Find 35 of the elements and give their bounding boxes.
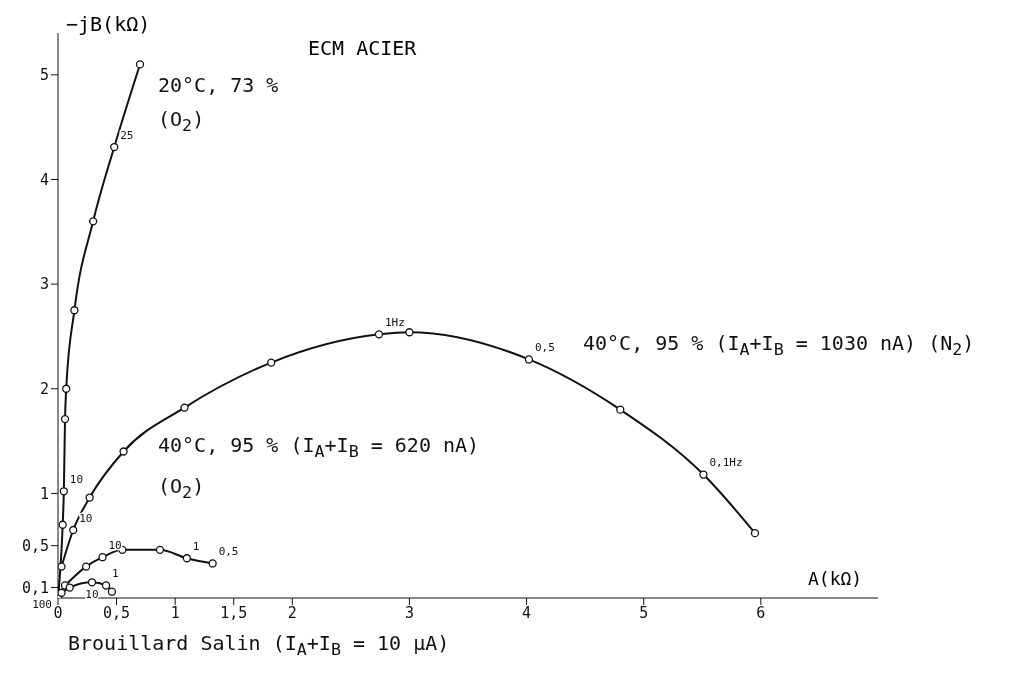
annotation: 10	[108, 539, 122, 553]
annotation: 10	[85, 588, 99, 602]
annotation: 10	[79, 511, 93, 525]
y-tick-label: 3	[39, 275, 49, 294]
y-axis-title: −jB(kΩ)	[66, 12, 151, 36]
annotation: 10	[69, 473, 84, 487]
annotation: 0,5	[218, 545, 239, 559]
x-tick-label: 1,5	[220, 603, 248, 622]
annotation: 25	[120, 128, 134, 142]
y-tick-label: 1	[39, 484, 49, 503]
annotation: 1	[192, 540, 200, 554]
x-tick-label: 4	[522, 603, 532, 622]
x-tick-label: 0,5	[103, 603, 131, 622]
y-tick-label: 0,5	[21, 537, 49, 556]
x-tick-label: 3	[404, 603, 414, 622]
annotation: 100	[32, 597, 52, 611]
text: 40°C, 95 % (I$_{A}$+I$_{B}$ = 620 nA) (O$_{2}$)	[158, 433, 480, 502]
annotation: 0,5	[534, 341, 555, 355]
x-tick-label: 0	[53, 603, 63, 622]
y-tick-label: 0,1	[21, 578, 49, 597]
x-axis-title: A(kΩ)	[808, 568, 863, 589]
y-tick-label: 4	[39, 170, 49, 189]
series-label: Brouillard Salin (I$_{A}$+I$_{B}$ = 10 μA)	[68, 630, 451, 661]
x-tick-label: 6	[756, 603, 766, 622]
annotation: 1	[112, 567, 119, 581]
x-tick-label: 5	[639, 603, 649, 622]
y-tick-label: 5	[39, 66, 49, 85]
series-label: 40°C, 95 % (I$_{A}$+I$_{B}$ = 1030 nA) (N$_{2}$)	[583, 330, 976, 361]
series-label: 20°C, 73 % (O$_{2}$)	[158, 72, 280, 137]
y-tick-label: 2	[39, 380, 49, 399]
x-tick-label: 1	[170, 603, 180, 622]
x-tick-label: 2	[287, 603, 297, 622]
annotation: 1Hz	[384, 316, 405, 330]
annotation: 0,1Hz	[709, 456, 743, 470]
chart-title: ECM ACIER	[308, 36, 417, 60]
